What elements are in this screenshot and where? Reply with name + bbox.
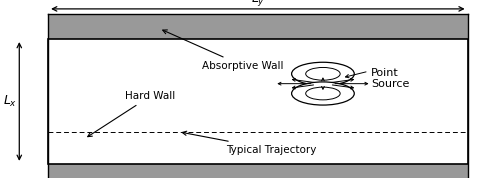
- Circle shape: [292, 62, 354, 85]
- Bar: [48, 164, 468, 178]
- Text: $L_x$: $L_x$: [3, 94, 17, 109]
- Circle shape: [292, 82, 354, 105]
- Text: Point
Source: Point Source: [371, 67, 410, 89]
- Bar: [48, 14, 468, 39]
- Bar: [48, 39, 468, 164]
- Text: Typical Trajectory: Typical Trajectory: [182, 131, 317, 155]
- Text: $L_y$: $L_y$: [251, 0, 265, 8]
- Text: Absorptive Wall: Absorptive Wall: [163, 30, 284, 71]
- Text: Hard Wall: Hard Wall: [88, 91, 175, 137]
